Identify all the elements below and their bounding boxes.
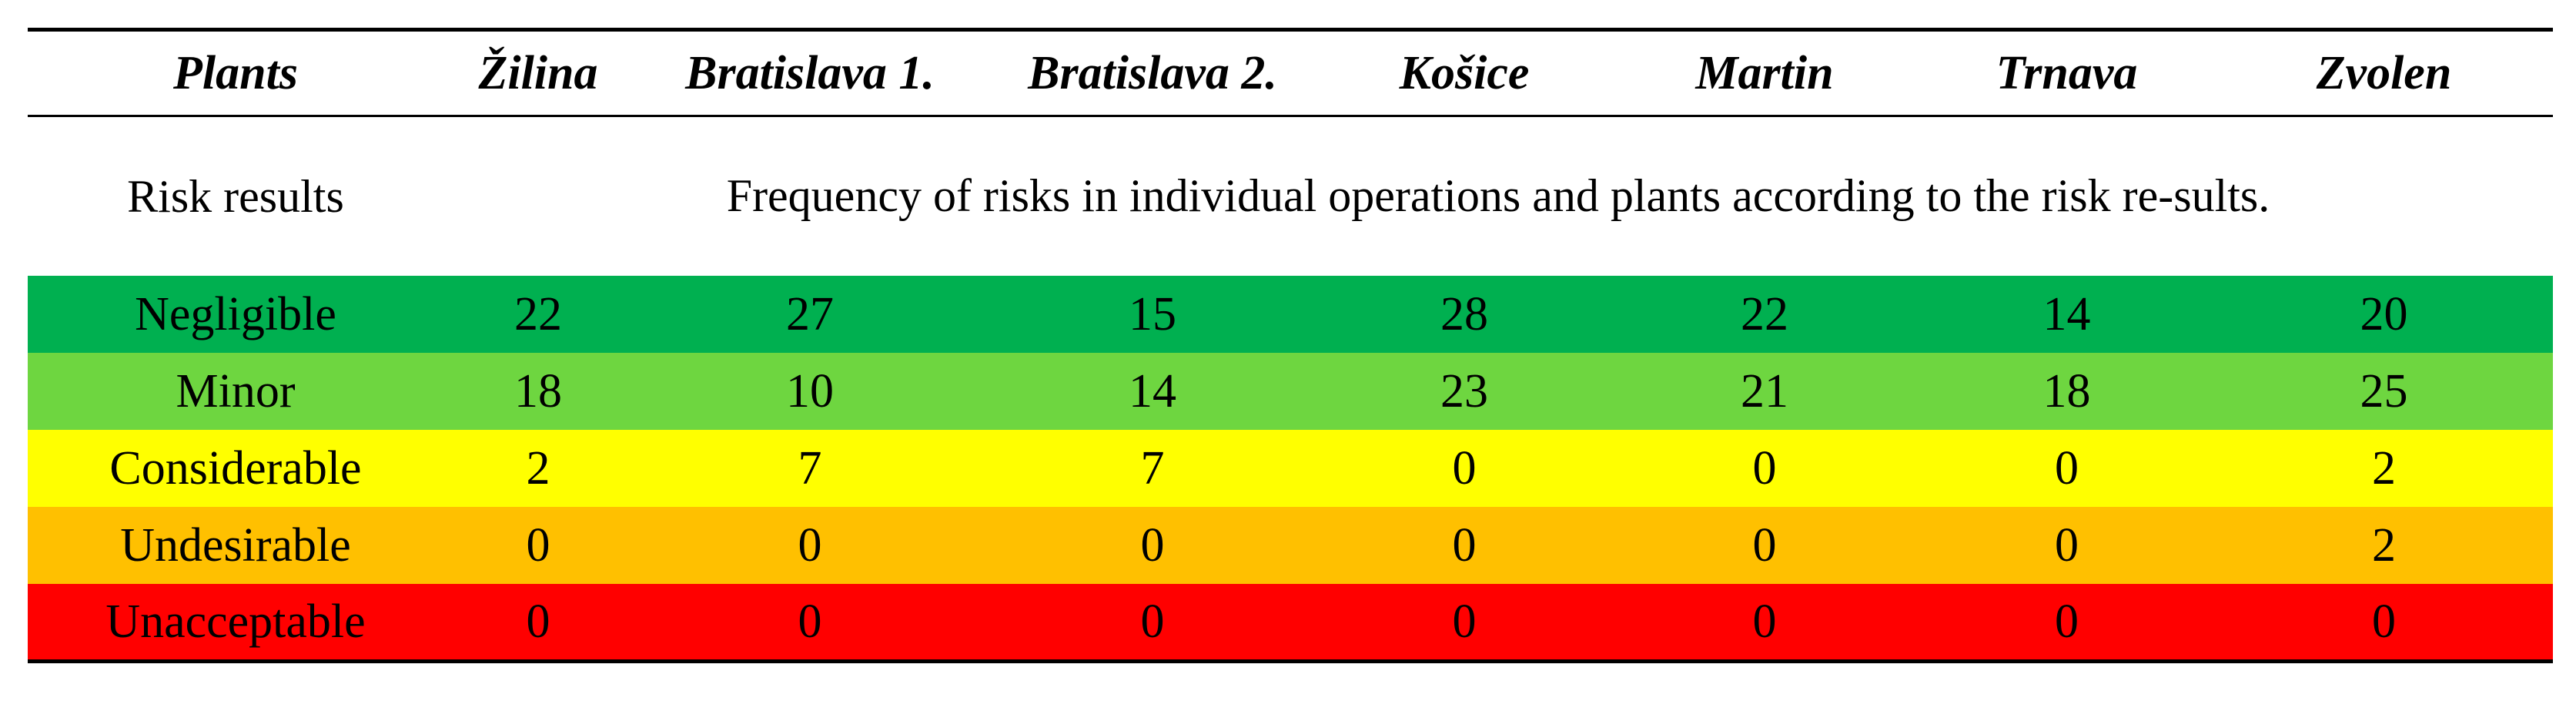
header-kosice: Košice <box>1318 29 1611 117</box>
header-zvolen: Zvolen <box>2215 29 2553 117</box>
cell-negligible-zvolen: 20 <box>2360 287 2408 340</box>
risk-results-label: Risk results <box>127 170 344 222</box>
risk-level-label: Negligible <box>135 287 336 340</box>
header-martin: Martin <box>1611 29 1919 117</box>
cell-considerable-trnava: 0 <box>2055 441 2079 495</box>
risk-frequency-table: Plants Žilina Bratislava 1. Bratislava 2… <box>28 28 2553 663</box>
cell-undesirable-zilina: 0 <box>526 518 550 572</box>
cell-unacceptable-bratislava-2: 0 <box>1140 595 1165 648</box>
header-bratislava-1: Bratislava 1. <box>633 29 987 117</box>
risk-level-label: Unacceptable <box>105 595 366 648</box>
header-trnava: Trnava <box>1919 29 2215 117</box>
cell-considerable-zvolen: 2 <box>2372 441 2396 495</box>
cell-undesirable-trnava: 0 <box>2055 518 2079 572</box>
risk-level-label: Minor <box>176 364 296 418</box>
cell-minor-bratislava-1: 10 <box>786 364 834 418</box>
risk-row-undesirable: Undesirable 0 0 0 0 0 0 2 <box>28 507 2553 584</box>
cell-negligible-trnava: 14 <box>2042 287 2091 340</box>
cell-unacceptable-bratislava-1: 0 <box>798 595 822 648</box>
subheader-row: Risk results Frequency of risks in indiv… <box>28 116 2553 277</box>
cell-considerable-martin: 0 <box>1752 441 1777 495</box>
risk-row-minor: Minor 18 10 14 23 21 18 25 <box>28 353 2553 430</box>
cell-considerable-bratislava-1: 7 <box>798 441 822 495</box>
cell-undesirable-martin: 0 <box>1752 518 1777 572</box>
cell-unacceptable-zvolen: 0 <box>2372 595 2396 648</box>
risk-row-unacceptable: Unacceptable 0 0 0 0 0 0 0 <box>28 584 2553 662</box>
cell-considerable-bratislava-2: 7 <box>1140 441 1165 495</box>
header-plants: Plants <box>28 29 443 117</box>
cell-unacceptable-kosice: 0 <box>1452 595 1477 648</box>
cell-unacceptable-trnava: 0 <box>2055 595 2079 648</box>
risk-level-label: Considerable <box>109 441 362 495</box>
cell-negligible-kosice: 28 <box>1440 287 1488 340</box>
risk-row-negligible: Negligible 22 27 15 28 22 14 20 <box>28 276 2553 353</box>
cell-undesirable-zvolen: 2 <box>2372 518 2396 572</box>
cell-undesirable-kosice: 0 <box>1452 518 1477 572</box>
cell-undesirable-bratislava-2: 0 <box>1140 518 1165 572</box>
cell-negligible-martin: 22 <box>1741 287 1788 340</box>
cell-considerable-zilina: 2 <box>526 441 550 495</box>
cell-minor-trnava: 18 <box>2042 364 2091 418</box>
header-row: Plants Žilina Bratislava 1. Bratislava 2… <box>28 29 2553 117</box>
cell-minor-zilina: 18 <box>514 364 562 418</box>
cell-unacceptable-martin: 0 <box>1752 595 1777 648</box>
cell-unacceptable-zilina: 0 <box>526 595 550 648</box>
header-bratislava-2: Bratislava 2. <box>987 29 1318 117</box>
risk-level-label: Undesirable <box>120 518 351 572</box>
cell-minor-martin: 21 <box>1741 364 1788 418</box>
header-zilina: Žilina <box>443 29 633 117</box>
cell-negligible-zilina: 22 <box>514 287 562 340</box>
cell-minor-zvolen: 25 <box>2360 364 2408 418</box>
risk-row-considerable: Considerable 2 7 7 0 0 0 2 <box>28 430 2553 507</box>
cell-minor-kosice: 23 <box>1440 364 1488 418</box>
cell-negligible-bratislava-1: 27 <box>786 287 834 340</box>
cell-considerable-kosice: 0 <box>1452 441 1477 495</box>
cell-negligible-bratislava-2: 15 <box>1129 287 1176 340</box>
frequency-description: Frequency of risks in individual operati… <box>726 170 2270 222</box>
cell-undesirable-bratislava-1: 0 <box>798 518 822 572</box>
cell-minor-bratislava-2: 14 <box>1129 364 1176 418</box>
